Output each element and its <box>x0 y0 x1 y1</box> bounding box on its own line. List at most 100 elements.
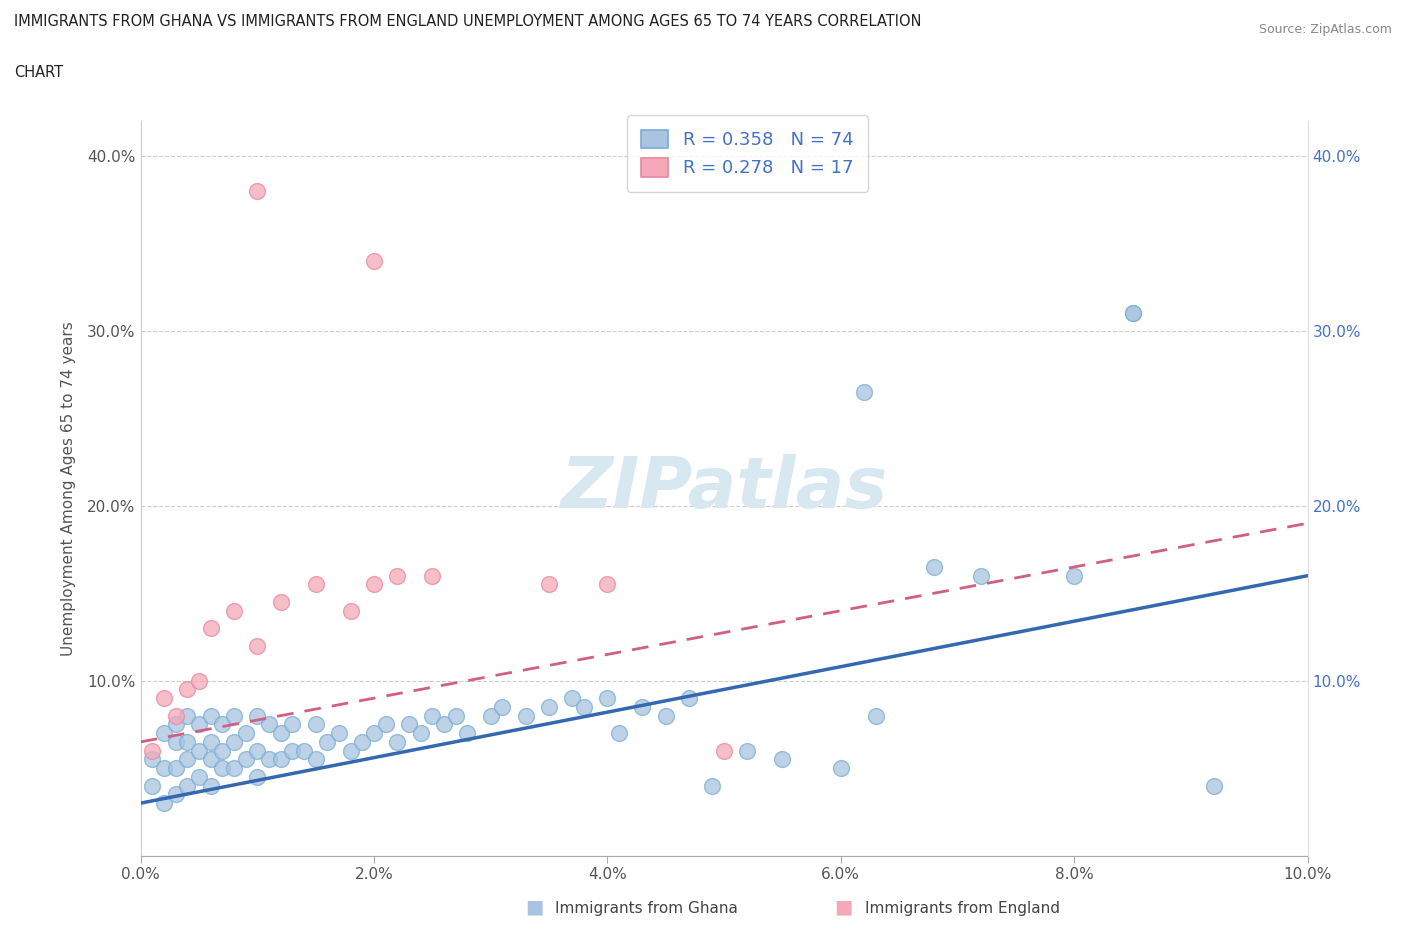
Immigrants from England <box>713 743 735 758</box>
Immigrants from Ghana <box>235 725 257 740</box>
Immigrants from Ghana <box>281 743 304 758</box>
Immigrants from Ghana <box>246 709 269 724</box>
Immigrants from Ghana <box>281 717 304 732</box>
Immigrants from Ghana <box>235 752 257 767</box>
Immigrants from Ghana <box>398 717 420 732</box>
Immigrants from Ghana <box>678 691 700 706</box>
Text: CHART: CHART <box>14 65 63 80</box>
Immigrants from England <box>222 604 245 618</box>
Immigrants from Ghana <box>596 691 619 706</box>
Immigrants from Ghana <box>246 769 269 784</box>
Y-axis label: Unemployment Among Ages 65 to 74 years: Unemployment Among Ages 65 to 74 years <box>60 321 76 656</box>
Immigrants from Ghana <box>422 709 444 724</box>
Text: ZIPatlas: ZIPatlas <box>561 454 887 523</box>
Immigrants from Ghana <box>270 725 292 740</box>
Immigrants from Ghana <box>772 752 794 767</box>
Immigrants from England <box>188 673 211 688</box>
Immigrants from England <box>596 577 619 591</box>
Immigrants from Ghana <box>491 699 513 714</box>
Text: Source: ZipAtlas.com: Source: ZipAtlas.com <box>1258 23 1392 36</box>
Immigrants from England <box>270 594 292 609</box>
Immigrants from Ghana <box>165 787 187 802</box>
Immigrants from Ghana <box>352 735 374 750</box>
Immigrants from Ghana <box>176 778 198 793</box>
Immigrants from England <box>422 568 444 583</box>
Text: IMMIGRANTS FROM GHANA VS IMMIGRANTS FROM ENGLAND UNEMPLOYMENT AMONG AGES 65 TO 7: IMMIGRANTS FROM GHANA VS IMMIGRANTS FROM… <box>14 14 921 29</box>
Immigrants from England <box>200 620 222 635</box>
Text: Immigrants from England: Immigrants from England <box>865 901 1060 916</box>
Immigrants from Ghana <box>200 752 222 767</box>
Immigrants from Ghana <box>409 725 432 740</box>
Immigrants from Ghana <box>188 769 211 784</box>
Immigrants from Ghana <box>339 743 361 758</box>
Immigrants from Ghana <box>188 717 211 732</box>
Immigrants from Ghana <box>1204 778 1226 793</box>
Immigrants from Ghana <box>607 725 630 740</box>
Immigrants from Ghana <box>853 385 876 400</box>
Immigrants from Ghana <box>572 699 595 714</box>
Immigrants from England <box>141 743 163 758</box>
Immigrants from England <box>387 568 409 583</box>
Immigrants from Ghana <box>865 709 887 724</box>
Immigrants from Ghana <box>222 735 245 750</box>
Immigrants from Ghana <box>387 735 409 750</box>
Immigrants from England <box>538 577 561 591</box>
Immigrants from Ghana <box>737 743 759 758</box>
Immigrants from England <box>339 604 361 618</box>
Immigrants from Ghana <box>153 725 176 740</box>
Immigrants from England <box>363 577 385 591</box>
Immigrants from Ghana <box>655 709 678 724</box>
Immigrants from Ghana <box>374 717 396 732</box>
Immigrants from Ghana <box>1122 306 1144 321</box>
Immigrants from Ghana <box>456 725 478 740</box>
Immigrants from Ghana <box>211 761 233 776</box>
Immigrants from Ghana <box>305 752 328 767</box>
Immigrants from Ghana <box>165 735 187 750</box>
Immigrants from Ghana <box>257 717 280 732</box>
Immigrants from Ghana <box>246 743 269 758</box>
Immigrants from Ghana <box>200 735 222 750</box>
Text: ■: ■ <box>524 897 544 916</box>
Immigrants from Ghana <box>433 717 456 732</box>
Legend: R = 0.358   N = 74, R = 0.278   N = 17: R = 0.358 N = 74, R = 0.278 N = 17 <box>627 115 868 192</box>
Immigrants from Ghana <box>970 568 993 583</box>
Immigrants from Ghana <box>176 752 198 767</box>
Immigrants from Ghana <box>305 717 328 732</box>
Immigrants from Ghana <box>200 778 222 793</box>
Immigrants from Ghana <box>270 752 292 767</box>
Immigrants from Ghana <box>211 743 233 758</box>
Immigrants from England <box>305 577 328 591</box>
Immigrants from Ghana <box>444 709 467 724</box>
Immigrants from Ghana <box>165 717 187 732</box>
Immigrants from Ghana <box>153 796 176 811</box>
Immigrants from Ghana <box>538 699 561 714</box>
Immigrants from England <box>246 638 269 653</box>
Text: Immigrants from Ghana: Immigrants from Ghana <box>555 901 738 916</box>
Immigrants from Ghana <box>222 709 245 724</box>
Immigrants from England <box>153 691 176 706</box>
Immigrants from England <box>165 709 187 724</box>
Immigrants from England <box>246 183 269 198</box>
Immigrants from Ghana <box>165 761 187 776</box>
Immigrants from Ghana <box>479 709 502 724</box>
Immigrants from Ghana <box>515 709 537 724</box>
Immigrants from Ghana <box>292 743 315 758</box>
Immigrants from Ghana <box>1122 306 1144 321</box>
Immigrants from Ghana <box>1063 568 1085 583</box>
Immigrants from Ghana <box>200 709 222 724</box>
Immigrants from Ghana <box>188 743 211 758</box>
Immigrants from Ghana <box>176 735 198 750</box>
Immigrants from England <box>363 253 385 268</box>
Immigrants from Ghana <box>141 778 163 793</box>
Immigrants from Ghana <box>830 761 852 776</box>
Immigrants from England <box>176 682 198 697</box>
Immigrants from Ghana <box>211 717 233 732</box>
Immigrants from Ghana <box>922 560 945 575</box>
Immigrants from Ghana <box>631 699 654 714</box>
Immigrants from Ghana <box>176 709 198 724</box>
Immigrants from Ghana <box>316 735 339 750</box>
Text: ■: ■ <box>834 897 853 916</box>
Immigrants from Ghana <box>561 691 583 706</box>
Immigrants from Ghana <box>328 725 350 740</box>
Immigrants from Ghana <box>153 761 176 776</box>
